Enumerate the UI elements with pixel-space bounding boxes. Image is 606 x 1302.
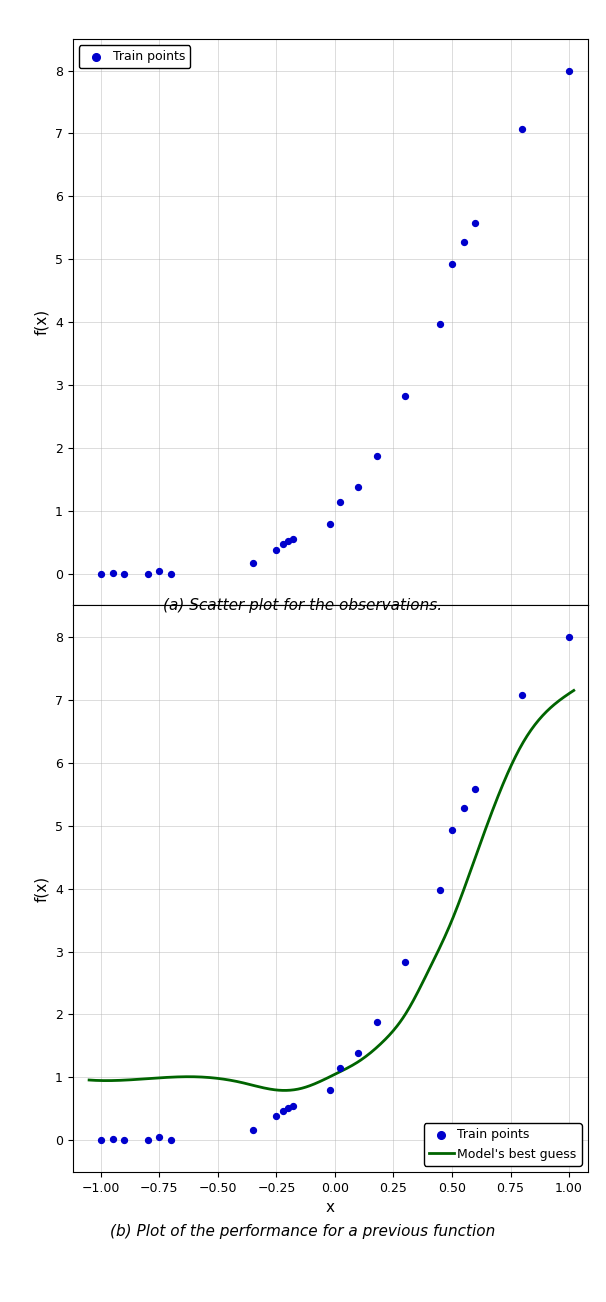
Train points [471, 212, 481, 233]
Train points [279, 534, 288, 555]
Model's best guess [348, 1057, 356, 1073]
X-axis label: x: x [326, 634, 335, 648]
Train points [166, 564, 176, 585]
Train points [119, 564, 129, 585]
Train points [288, 529, 298, 549]
Train points [143, 564, 153, 585]
Train points [447, 254, 457, 275]
Train points [564, 626, 574, 647]
Train points [335, 491, 344, 512]
Train points [248, 1120, 258, 1141]
Train points [471, 779, 481, 799]
Train points [96, 564, 105, 585]
Train points [459, 798, 468, 819]
Train points [325, 1079, 335, 1100]
X-axis label: x: x [326, 1200, 335, 1215]
Train points [155, 1126, 164, 1147]
Legend: Train points, Model's best guess: Train points, Model's best guess [424, 1124, 582, 1165]
Model's best guess [319, 1072, 327, 1087]
Train points [119, 1130, 129, 1151]
Train points [96, 1130, 105, 1151]
Train points [143, 1130, 153, 1151]
Train points [353, 477, 363, 497]
Model's best guess [559, 690, 567, 706]
Train points [372, 445, 382, 466]
Train points [166, 1130, 176, 1151]
Train points [436, 879, 445, 900]
Model's best guess [484, 816, 491, 832]
Y-axis label: f(x): f(x) [35, 309, 50, 336]
Train points [108, 562, 118, 583]
Legend: Train points: Train points [79, 46, 190, 68]
Line: Model's best guess: Model's best guess [89, 690, 574, 1090]
Model's best guess [570, 682, 578, 698]
Text: (b) Plot of the performance for a previous function: (b) Plot of the performance for a previo… [110, 1224, 496, 1240]
Model's best guess [281, 1082, 288, 1098]
Train points [459, 232, 468, 253]
Train points [279, 1100, 288, 1121]
Train points [401, 385, 410, 406]
Train points [155, 560, 164, 581]
Model's best guess [85, 1073, 93, 1088]
Train points [283, 531, 293, 552]
Train points [288, 1095, 298, 1116]
Train points [436, 312, 445, 333]
Train points [353, 1043, 363, 1064]
Train points [325, 513, 335, 534]
Train points [108, 1129, 118, 1150]
Train points [248, 553, 258, 574]
Train points [564, 60, 574, 81]
Train points [401, 952, 410, 973]
Train points [447, 820, 457, 841]
Train points [271, 539, 281, 560]
Text: (a) Scatter plot for the observations.: (a) Scatter plot for the observations. [164, 598, 442, 613]
Train points [335, 1057, 344, 1078]
Model's best guess [317, 1074, 324, 1090]
Model's best guess [375, 1038, 382, 1053]
Train points [518, 118, 527, 139]
Y-axis label: f(x): f(x) [35, 875, 50, 902]
Train points [271, 1105, 281, 1126]
Train points [518, 685, 527, 706]
Train points [283, 1098, 293, 1118]
Train points [372, 1012, 382, 1032]
